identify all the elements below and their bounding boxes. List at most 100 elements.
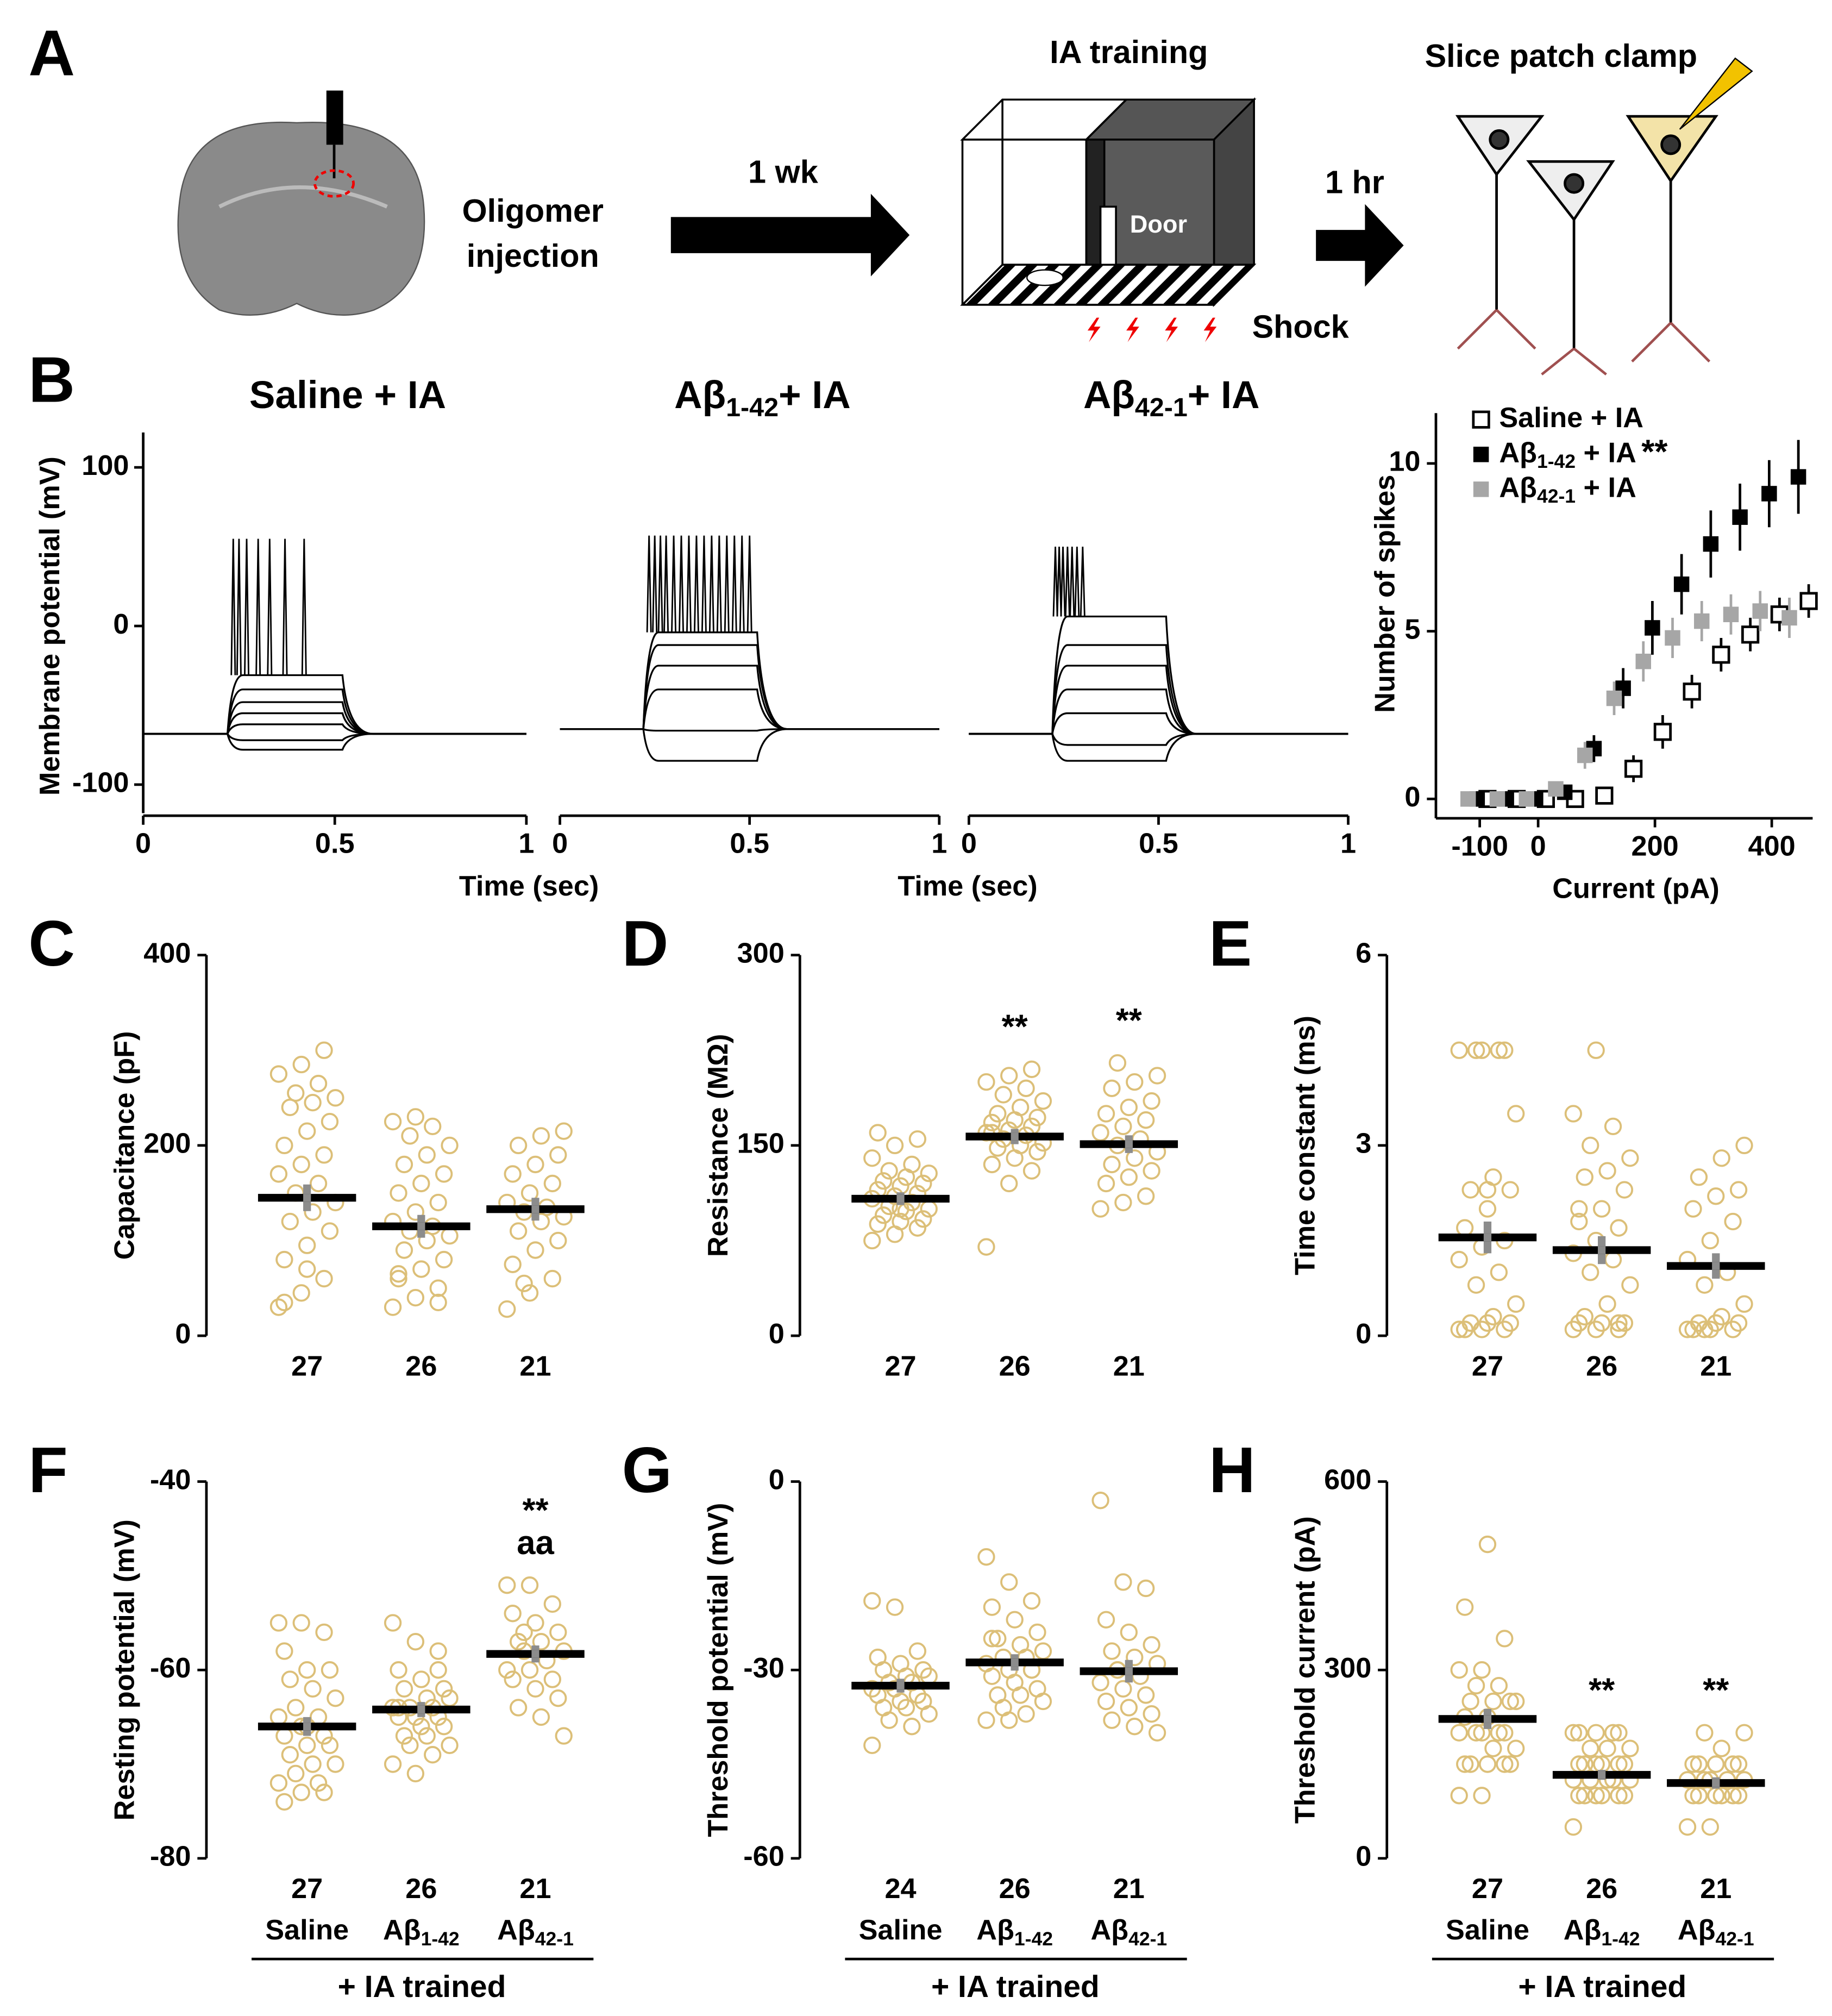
data-point: [304, 1680, 322, 1698]
spike: [724, 535, 730, 633]
n-label: 21: [1700, 1873, 1731, 1905]
marker: [1712, 646, 1730, 664]
marker: [1653, 723, 1672, 741]
data-point: [914, 1174, 932, 1193]
data-point: [509, 1699, 528, 1717]
data-point: [1610, 1724, 1628, 1742]
mean-center: [1598, 1771, 1606, 1779]
data-point: [406, 1108, 425, 1126]
data-point: [1490, 1041, 1508, 1059]
significance: **: [1002, 1008, 1028, 1045]
marker: [1703, 536, 1719, 552]
data-point: [1576, 1307, 1593, 1326]
data-point: [920, 1705, 938, 1723]
data-point: [1490, 1263, 1508, 1281]
y-axis-label: Resistance (MΩ): [702, 1034, 734, 1257]
data-point: [1461, 1181, 1479, 1199]
data-point: [863, 1149, 881, 1167]
y-tick-label: 0: [769, 1318, 785, 1350]
data-point: [1143, 1636, 1160, 1654]
data-point: [429, 1642, 447, 1660]
data-point: [1450, 1041, 1468, 1059]
y-axis-label: Threshold potential (mV): [702, 1503, 734, 1837]
data-point: [1017, 1079, 1035, 1097]
data-point: [1017, 1705, 1035, 1723]
data-point: [429, 1661, 447, 1679]
data-point: [498, 1300, 516, 1318]
group-label: Saline: [859, 1914, 943, 1946]
marker: [1624, 760, 1643, 778]
data-point: [1022, 1162, 1041, 1180]
text-part: Saline: [859, 1914, 943, 1946]
data-point: [1507, 1739, 1525, 1757]
mean-center: [896, 1194, 905, 1203]
legend-marker: [1473, 447, 1489, 462]
n-label: 26: [1586, 1350, 1617, 1382]
data-point: [983, 1155, 1001, 1174]
data-point: [1028, 1109, 1046, 1126]
data-point: [406, 1288, 425, 1307]
data-point: [880, 1162, 898, 1180]
data-point: [1126, 1149, 1144, 1167]
data-point: [390, 1269, 407, 1288]
y-tick-label: 0: [769, 1464, 785, 1495]
data-point: [1615, 1181, 1634, 1199]
data-point: [1570, 1724, 1588, 1742]
marker: [1683, 683, 1701, 701]
data-point: [1467, 1041, 1485, 1059]
x-tick-label: 1: [518, 828, 534, 860]
n-label: 26: [999, 1873, 1031, 1905]
data-point: [390, 1661, 407, 1679]
text-part: Aβ: [383, 1914, 421, 1946]
data-point: [1690, 1314, 1708, 1332]
data-point: [908, 1642, 926, 1660]
spike: [282, 539, 288, 675]
data-point: [1097, 1611, 1115, 1629]
data-point: [321, 1736, 339, 1755]
data-point: [309, 1174, 328, 1193]
spike: [663, 535, 669, 633]
mean-center: [531, 1205, 539, 1213]
data-point: [1690, 1787, 1708, 1805]
data-point: [281, 1670, 299, 1688]
spike: [693, 535, 699, 633]
data-point: [435, 1718, 453, 1736]
n-label: 21: [519, 1350, 551, 1382]
data-point: [321, 1222, 339, 1240]
group-label: Aβ42-1: [1678, 1914, 1754, 1950]
mean-center: [1011, 1658, 1019, 1667]
y-tick-label: 10: [1389, 446, 1420, 478]
mean-center: [1598, 1246, 1606, 1254]
trace-title: Aβ1-42+ IA: [674, 374, 850, 422]
data-point: [395, 1727, 413, 1745]
data-point: [1467, 1276, 1485, 1294]
data-point: [875, 1172, 893, 1190]
data-point: [1582, 1739, 1599, 1757]
spike: [679, 535, 684, 633]
data-point: [1028, 1623, 1046, 1642]
data-point: [1456, 1598, 1474, 1616]
data-point: [1592, 1314, 1611, 1332]
x-axis-label: Time (sec): [459, 871, 599, 902]
data-point: [520, 1184, 539, 1202]
subscript: 42-1: [1128, 1928, 1167, 1950]
brain-slice: [177, 121, 425, 316]
data-point: [401, 1736, 419, 1755]
y-axis-label: Resting potential (mV): [109, 1519, 141, 1820]
x-axis-label: Time (sec): [898, 871, 1037, 902]
data-point: [1496, 1724, 1514, 1742]
y-axis-label: Capacitance (pF): [109, 1031, 141, 1260]
text-part: Saline + IA: [249, 374, 446, 417]
data-point: [520, 1661, 539, 1679]
data-point: [1461, 1755, 1479, 1773]
spike: [1056, 547, 1062, 617]
data-point: [1610, 1787, 1628, 1805]
data-point: [424, 1746, 442, 1764]
data-point: [1582, 1263, 1599, 1281]
data-point: [1473, 1661, 1491, 1679]
n-label: 26: [405, 1350, 437, 1382]
y-tick-label: 300: [1324, 1652, 1371, 1684]
data-point: [1097, 1692, 1115, 1711]
data-point: [1598, 1162, 1616, 1180]
data-point: [1684, 1200, 1702, 1218]
